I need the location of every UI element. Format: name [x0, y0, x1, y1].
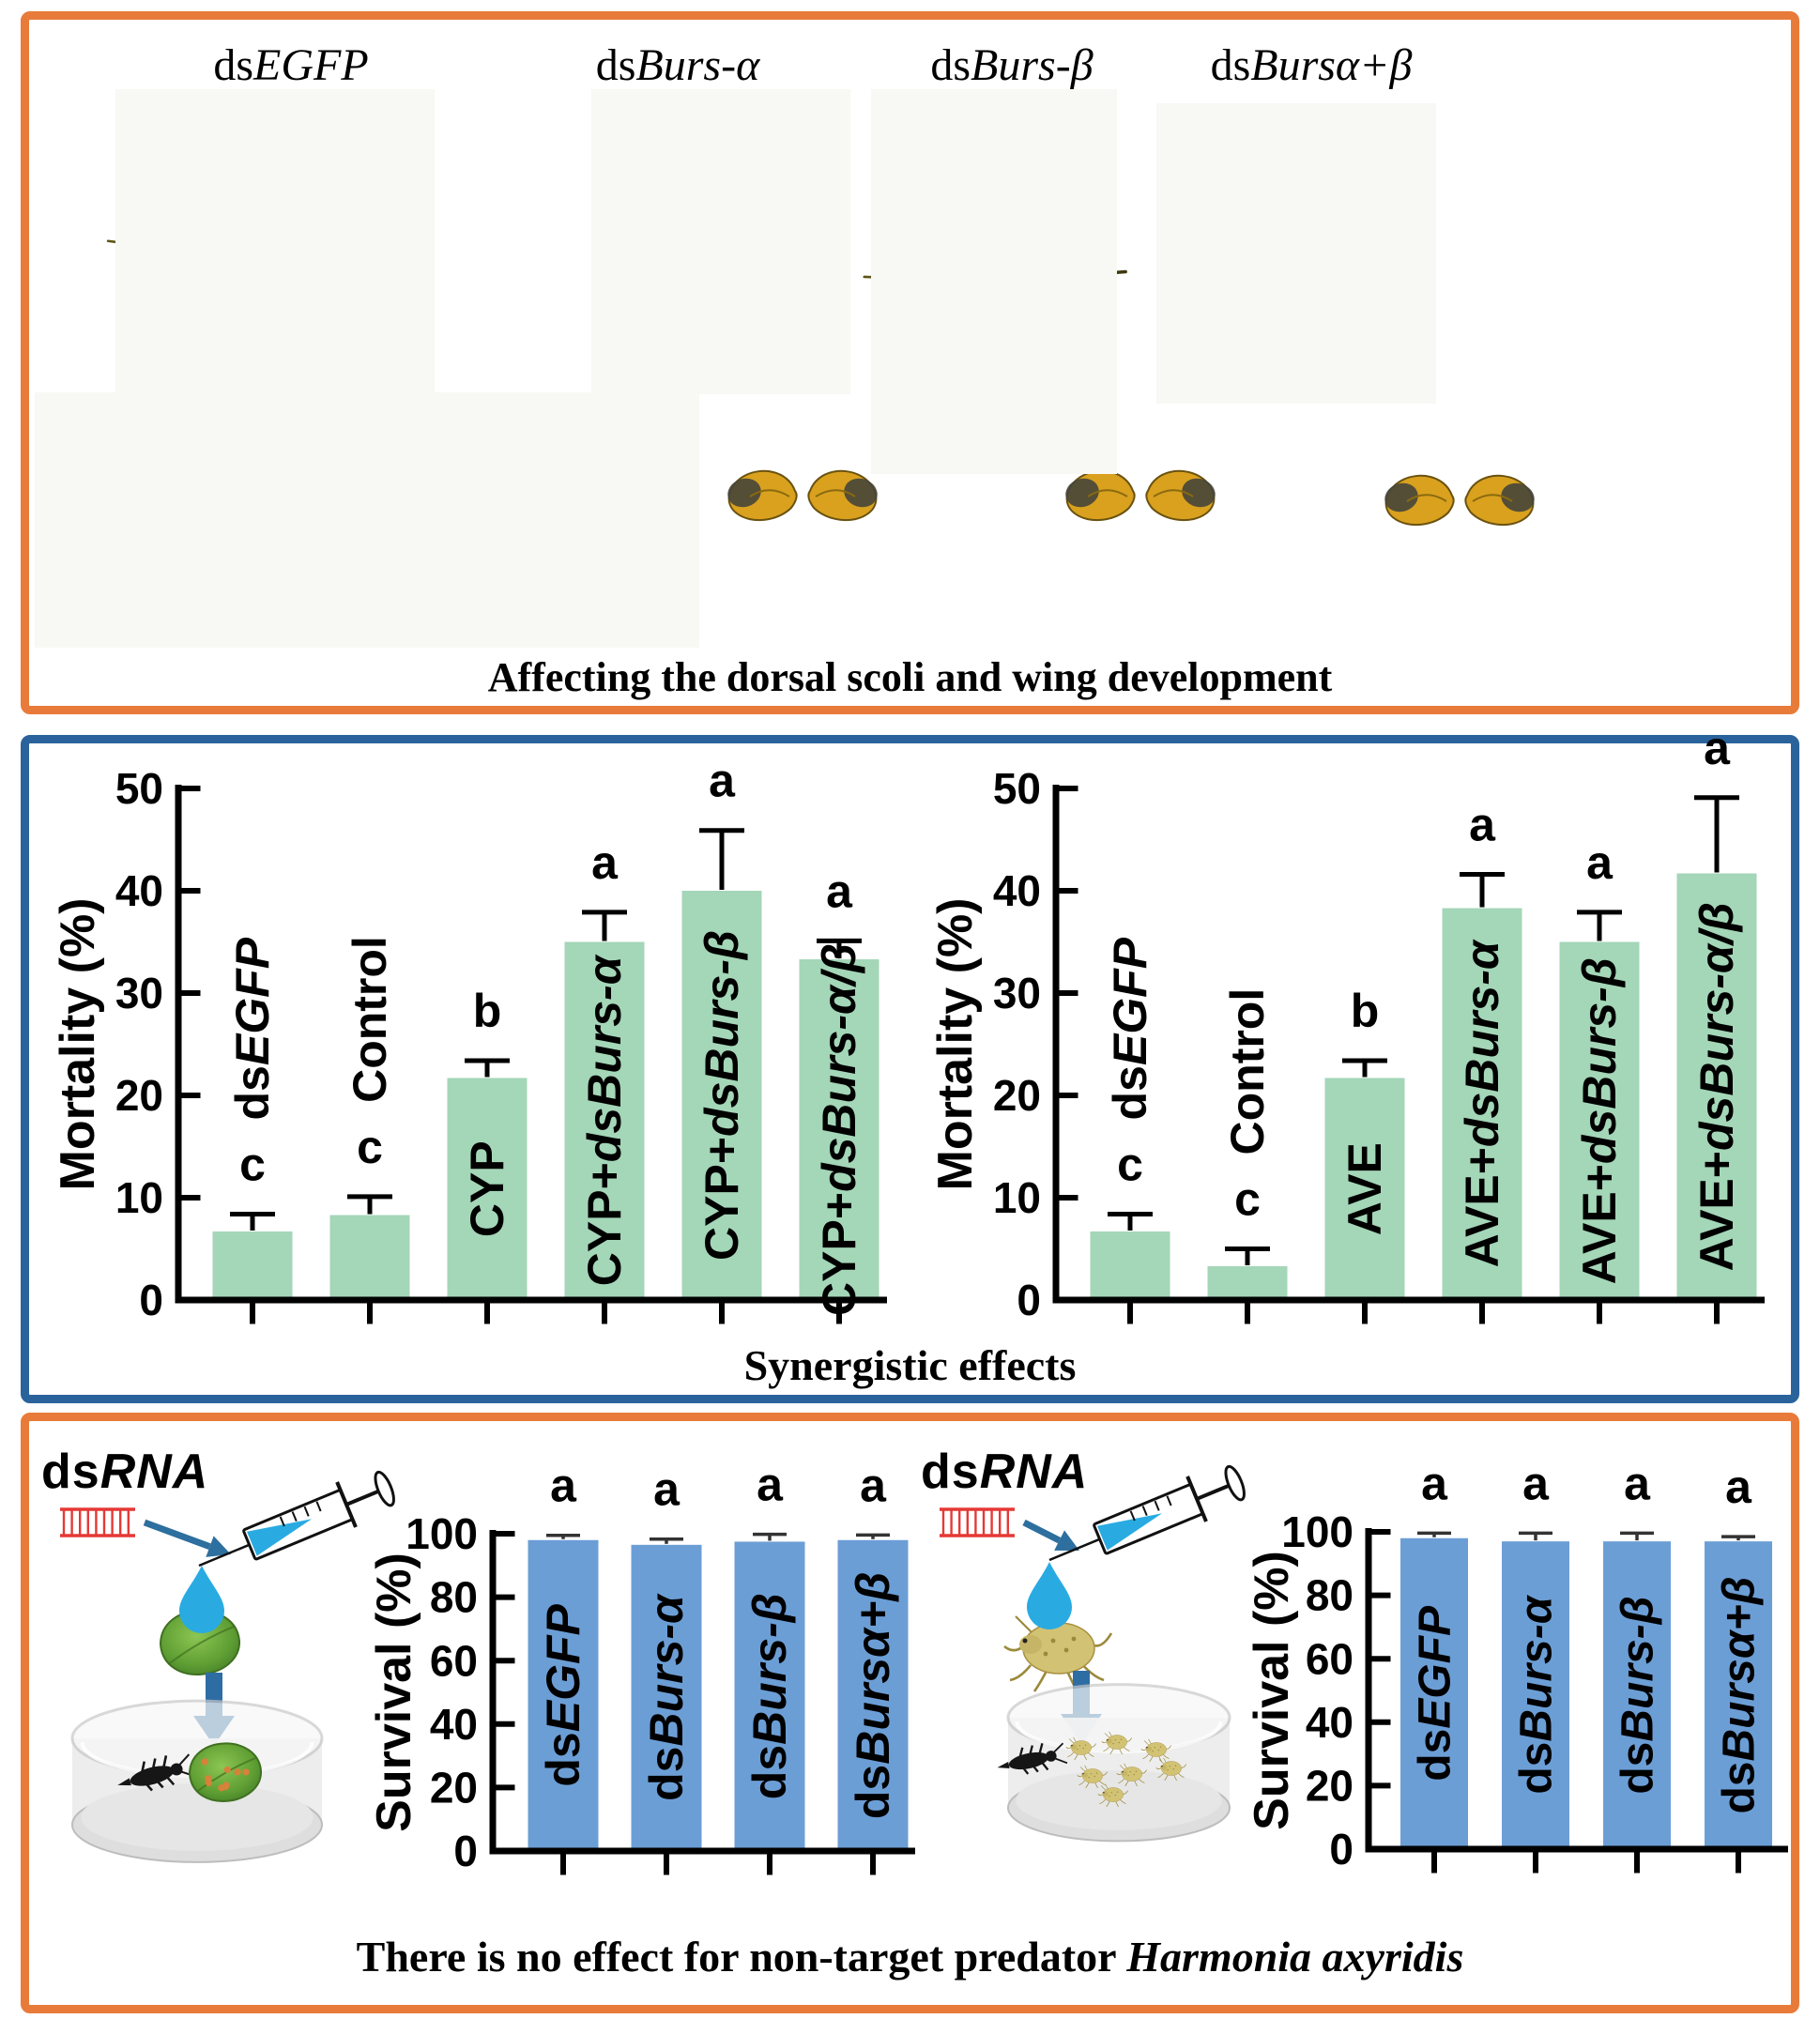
- larva-photo-dsBurs-beta: [871, 89, 1117, 474]
- specimen-label-dsBurs-beta: dsBurs-β: [930, 40, 1094, 90]
- wing-photo-dsEGFP: [35, 392, 699, 648]
- larva-photo-dsBurs-alphabeta: [1156, 103, 1436, 404]
- panel2-caption: Synergistic effects: [743, 1341, 1077, 1389]
- specimen-label-dsBurs-alphabeta: dsBursα+β: [1210, 40, 1413, 90]
- dsrna-label-left: dsRNA: [41, 1445, 209, 1499]
- panel-synergy: [21, 735, 1799, 1403]
- specimen-label-dsEGFP: dsEGFP: [213, 40, 369, 90]
- panel3-caption: There is no effect for non-target predat…: [356, 1933, 1464, 1981]
- larva-photo-dsEGFP: [115, 89, 435, 418]
- panel1-caption: Affecting the dorsal scoli and wing deve…: [487, 654, 1333, 700]
- panel-nontarget: [21, 1413, 1799, 2013]
- specimen-label-dsBurs-alpha: dsBurs-α: [595, 40, 760, 90]
- dsrna-label-right: dsRNA: [921, 1445, 1089, 1499]
- larva-photo-dsBurs-alpha: [591, 89, 850, 394]
